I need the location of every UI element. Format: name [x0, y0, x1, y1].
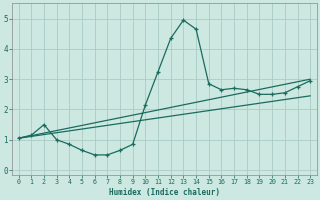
X-axis label: Humidex (Indice chaleur): Humidex (Indice chaleur)	[109, 188, 220, 197]
